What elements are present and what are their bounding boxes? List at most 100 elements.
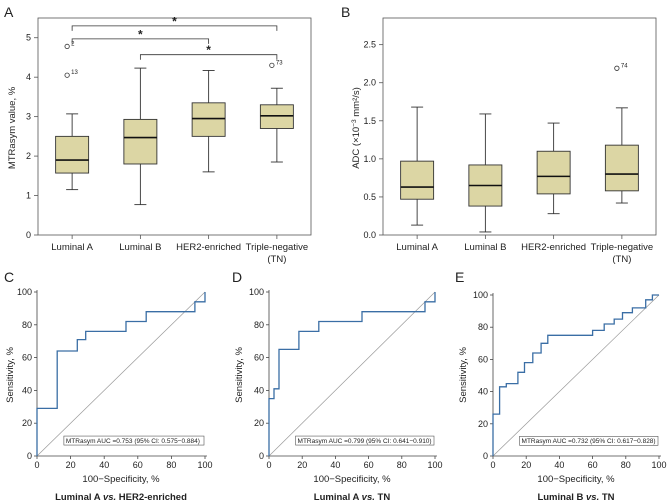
x-axis-label: 100−Specificity, %	[313, 474, 391, 485]
panel-letter-d: D	[232, 269, 242, 285]
y-tick-label: 20	[478, 419, 488, 429]
outlier-label: 13	[71, 70, 78, 76]
x-tick-label: 100	[197, 460, 212, 470]
roc-luminal-a-vs-tn: Sensitivity, % 100−Specificity, % 00 20 20…	[234, 287, 443, 503]
roc-curve	[492, 294, 659, 456]
outlier-point	[614, 65, 620, 71]
y-tick-label: 40	[478, 387, 488, 397]
box-iqr	[55, 135, 90, 174]
significance-bracket	[71, 25, 278, 31]
panel-letter-a: A	[4, 4, 14, 20]
y-tick-label: 60	[254, 353, 264, 363]
y-axis-label: MTRasym value, %	[7, 86, 18, 169]
box-iqr	[604, 144, 639, 192]
reference-diagonal	[492, 294, 660, 457]
x-tick-label: 40	[330, 460, 340, 470]
category-sublabel: (TN)	[267, 254, 286, 265]
outlier-point	[269, 62, 275, 68]
x-tick-label: 20	[297, 460, 307, 470]
panel-letter-e: E	[455, 269, 464, 285]
y-tick-label: 0	[483, 451, 488, 461]
category-label: Luminal A	[51, 242, 93, 253]
y-tick-label: 0.0	[363, 230, 376, 240]
legend-text: MTRasym AUC =0.732 (95% CI: 0.617−0.828)	[522, 438, 656, 445]
legend-text: MTRasym AUC =0.799 (95% CI: 0.641−0.910)	[298, 438, 432, 445]
y-axis-label: ADC (×10−3 mm²/s)	[351, 87, 362, 169]
roc-luminal-a-vs-her2: Sensitivity, % 100−Specificity, % 00 20 20…	[5, 287, 213, 503]
y-ticks: 0 1 2 3 4 5	[26, 33, 38, 240]
y-tick-label: 2.5	[363, 40, 376, 50]
y-tick-label: 100	[17, 287, 32, 297]
x-tick-label: 80	[397, 460, 407, 470]
x-tick-labels: Luminal A Luminal B HER2-enriched Triple-ne…	[51, 235, 308, 265]
y-tick-label: 80	[254, 320, 264, 330]
legend-box	[63, 435, 205, 446]
reference-diagonal	[268, 291, 436, 457]
significance-bracket	[71, 38, 210, 44]
y-tick-label: 80	[22, 320, 32, 330]
y-tick-label: 40	[22, 385, 32, 395]
roc-curve	[36, 292, 206, 456]
category-label: Luminal A	[396, 242, 438, 253]
y-tick-label: 40	[254, 385, 264, 395]
panel-caption: Luminal A vs. TN	[314, 492, 391, 503]
y-tick-label: 80	[478, 322, 488, 332]
y-tick-label: 2.0	[363, 78, 376, 88]
plot-frame	[37, 17, 312, 236]
y-tick-label: 1.5	[363, 116, 376, 126]
y-tick-label: 20	[254, 418, 264, 428]
x-tick-labels: Luminal A Luminal B HER2-enriched Triple-ne…	[396, 235, 653, 265]
x-tick-label: 100	[427, 460, 442, 470]
outlier-point	[64, 43, 70, 50]
x-tick-label: 80	[621, 460, 631, 470]
y-tick-label: 3	[26, 112, 31, 122]
significance-star: *	[206, 43, 211, 57]
x-tick-label: 20	[521, 460, 531, 470]
significance-star: *	[172, 14, 177, 28]
y-tick-label: 2	[26, 151, 31, 161]
category-label: Luminal B	[464, 242, 506, 253]
category-label: HER2-enriched	[176, 242, 241, 253]
box-iqr	[123, 118, 158, 165]
x-tick-label: 80	[166, 460, 176, 470]
roc-plot: 00 20 20 40 40 60 60 80 80 100 100 MTRasym AUC =0.7…	[249, 287, 443, 470]
y-tick-label: 0	[26, 230, 31, 240]
panel-letter-c: C	[4, 269, 14, 285]
x-tick-label: 0	[266, 460, 271, 470]
boxplot-adc: ADC (×10−3 mm²/s) 0.00.51.01.52.02.5 74 …	[351, 17, 657, 265]
category-label: Triple-negative	[591, 242, 653, 253]
outlier-label: 2	[71, 41, 75, 47]
category-label: Luminal B	[119, 242, 161, 253]
x-axis-label: 100−Specificity, %	[537, 474, 615, 485]
y-axis-label: Sensitivity, %	[234, 347, 245, 403]
boxplot-mtrasym: MTRasym value, % 0 1 2 3 4 5 * * * 2 13 73 Lumina…	[7, 14, 312, 265]
outlier-label: 73	[276, 60, 283, 66]
boxes: 2 13 73	[55, 41, 294, 206]
y-tick-label: 0.5	[363, 192, 376, 202]
y-tick-label: 100	[249, 287, 264, 297]
significance-bracket	[139, 54, 278, 60]
category-label: HER2-enriched	[521, 242, 586, 253]
y-tick-label: 60	[478, 354, 488, 364]
y-tick-label: 4	[26, 72, 31, 82]
x-tick-label: 0	[34, 460, 39, 470]
reference-diagonal	[36, 291, 206, 457]
panel-caption: Luminal A vs. HER2-enriched	[55, 492, 187, 503]
legend-text: MTRasym AUC =0.753 (95% CI: 0.575−0.884)	[66, 438, 200, 445]
roc-plot: 00 20 20 40 40 60 60 80 80 100 100 MTRasym AUC =0.7…	[473, 290, 667, 470]
category-label: Triple-negative	[246, 242, 308, 253]
plot-frame	[382, 17, 657, 236]
x-axis-label: 100−Specificity, %	[82, 474, 160, 485]
y-tick-label: 100	[473, 290, 488, 300]
panel-caption: Luminal B vs. TN	[537, 492, 614, 503]
x-tick-label: 60	[133, 460, 143, 470]
significance-star: *	[138, 27, 143, 41]
significance-brackets: * * *	[71, 14, 278, 60]
category-sublabel: (TN)	[612, 254, 631, 265]
boxes: 74	[400, 63, 639, 233]
roc-luminal-b-vs-tn: Sensitivity, % 100−Specificity, % 00 20 20…	[458, 290, 667, 503]
outlier-label: 74	[621, 63, 628, 69]
x-tick-label: 20	[66, 460, 76, 470]
y-tick-label: 1.0	[363, 154, 376, 164]
